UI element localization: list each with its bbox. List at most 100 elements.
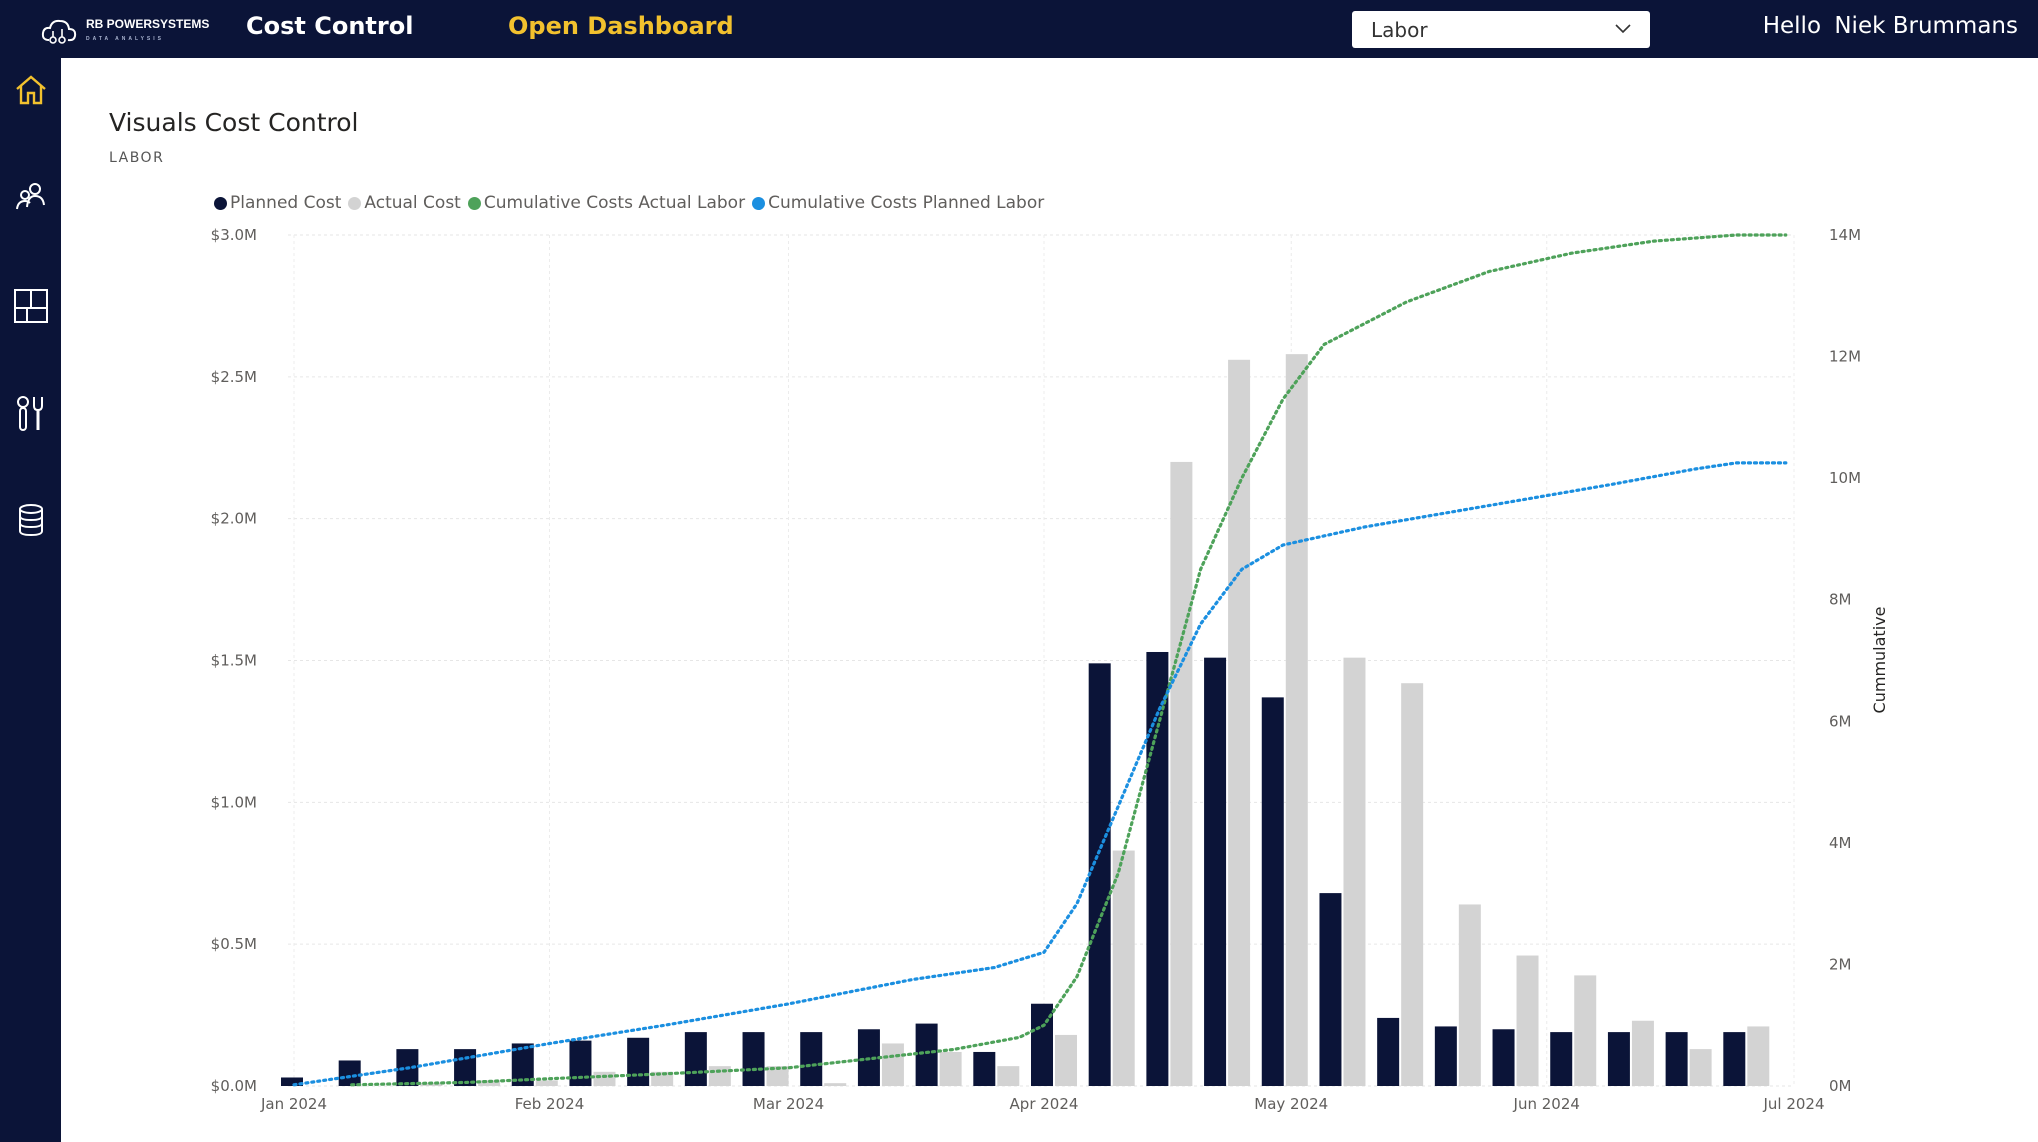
database-icon bbox=[19, 504, 43, 537]
cost-type-dropdown[interactable]: Labor bbox=[1352, 11, 1650, 48]
bar-planned-cost bbox=[1088, 663, 1111, 1086]
line-cumulative-planned bbox=[292, 461, 1788, 1087]
y-tick-label: $0.0M bbox=[211, 1077, 257, 1095]
bar-planned-cost bbox=[454, 1049, 477, 1086]
bar-actual-cost bbox=[881, 1043, 904, 1086]
greeting-text: Hello bbox=[1762, 13, 1822, 39]
y2-tick-label: 4M bbox=[1829, 834, 1852, 852]
bar-planned-cost bbox=[973, 1051, 996, 1086]
legend-marker bbox=[348, 196, 362, 210]
layout-icon bbox=[14, 289, 48, 323]
x-tick-label: May 2024 bbox=[1254, 1095, 1328, 1113]
x-tick-label: Apr 2024 bbox=[1010, 1095, 1079, 1113]
bar-planned-cost bbox=[338, 1060, 361, 1086]
logo-wordmark: RB POWERSYSTEMS DATA ANALYSIS bbox=[86, 18, 209, 45]
line-cumulative-actual bbox=[350, 233, 1788, 1087]
bar-planned-cost bbox=[1550, 1032, 1573, 1086]
tools-icon bbox=[17, 396, 43, 431]
bar-actual-cost bbox=[1631, 1020, 1654, 1086]
nav-tools[interactable] bbox=[13, 395, 49, 431]
bar-actual-cost bbox=[1285, 354, 1308, 1086]
y-tick-label: $1.0M bbox=[211, 793, 257, 811]
legend-item-planned-cost[interactable]: Planned Cost bbox=[214, 193, 341, 213]
bar-planned-cost bbox=[1607, 1032, 1630, 1086]
bar-actual-cost bbox=[593, 1071, 616, 1086]
y2-axis-title: Cummulative bbox=[1870, 607, 1889, 714]
nav-database[interactable] bbox=[13, 502, 49, 538]
bar-planned-cost bbox=[1377, 1017, 1400, 1086]
bar-planned-cost bbox=[800, 1032, 823, 1086]
legend-marker bbox=[752, 196, 766, 210]
bar-planned-cost bbox=[569, 1040, 592, 1086]
legend-item-actual-cost[interactable]: Actual Cost bbox=[348, 193, 461, 213]
bar-actual-cost bbox=[1689, 1049, 1712, 1086]
bar-actual-cost bbox=[1170, 461, 1193, 1086]
x-tick-label: Jan 2024 bbox=[260, 1095, 327, 1113]
open-dashboard-link[interactable]: Open Dashboard bbox=[508, 12, 734, 40]
bar-actual-cost bbox=[478, 1080, 501, 1086]
nav-layout[interactable] bbox=[13, 288, 49, 324]
bar-actual-cost bbox=[1747, 1026, 1770, 1086]
chart-legend: Planned Cost Actual Cost Cumulative Cost… bbox=[214, 193, 1051, 213]
bar-actual-cost bbox=[1112, 850, 1135, 1086]
bar-actual-cost bbox=[1458, 904, 1481, 1086]
y-tick-label: $3.0M bbox=[211, 226, 257, 244]
logo-subtext: DATA ANALYSIS bbox=[86, 35, 164, 42]
page-title: Cost Control bbox=[246, 12, 414, 40]
bar-actual-cost bbox=[708, 1066, 731, 1086]
cloud-logo-icon bbox=[41, 19, 77, 44]
bar-planned-cost bbox=[684, 1032, 707, 1086]
bar-planned-cost bbox=[1434, 1026, 1457, 1086]
x-tick-label: Jul 2024 bbox=[1762, 1095, 1824, 1113]
sidebar-nav bbox=[0, 58, 61, 1142]
bar-planned-cost bbox=[1031, 1003, 1053, 1086]
report-canvas bbox=[61, 58, 2038, 1142]
legend-label: Cumulative Costs Actual Labor bbox=[483, 193, 746, 213]
bar-actual-cost bbox=[997, 1066, 1020, 1086]
legend-marker bbox=[214, 196, 227, 210]
x-tick-label: Feb 2024 bbox=[515, 1095, 585, 1113]
dropdown-value: Labor bbox=[1371, 18, 1428, 42]
bar-actual-cost bbox=[824, 1083, 847, 1086]
y2-tick-label: 14M bbox=[1829, 226, 1861, 244]
y2-tick-label: 2M bbox=[1829, 955, 1852, 973]
y2-tick-label: 8M bbox=[1829, 591, 1852, 609]
chart-subtitle: LABOR bbox=[109, 150, 165, 166]
y2-tick-label: 6M bbox=[1829, 712, 1852, 730]
nav-home[interactable] bbox=[13, 72, 49, 108]
bar-actual-cost bbox=[1574, 975, 1597, 1086]
bar-planned-cost bbox=[1146, 651, 1169, 1086]
x-tick-label: Jun 2024 bbox=[1513, 1095, 1580, 1113]
user-name: Niek Brummans bbox=[1834, 13, 2018, 39]
bar-planned-cost bbox=[1665, 1032, 1688, 1086]
legend-label: Cumulative Costs Planned Labor bbox=[768, 193, 1045, 213]
legend-label: Actual Cost bbox=[364, 193, 461, 213]
y2-tick-label: 0M bbox=[1829, 1077, 1852, 1095]
chevron-down-icon bbox=[1614, 20, 1632, 42]
bar-planned-cost bbox=[1261, 697, 1284, 1086]
bar-planned-cost bbox=[627, 1037, 650, 1086]
y-tick-label: $0.5M bbox=[211, 935, 257, 953]
x-tick-label: Mar 2024 bbox=[753, 1095, 824, 1113]
bar-actual-cost bbox=[939, 1051, 962, 1086]
legend-marker bbox=[467, 196, 481, 210]
chart-title: Visuals Cost Control bbox=[109, 108, 359, 137]
bar-planned-cost bbox=[1492, 1029, 1515, 1086]
y2-tick-label: 12M bbox=[1829, 348, 1861, 366]
y-tick-label: $1.5M bbox=[211, 652, 257, 670]
bar-planned-cost bbox=[742, 1032, 765, 1086]
home-icon bbox=[16, 75, 46, 105]
legend-item-cumulative-planned[interactable]: Cumulative Costs Planned Labor bbox=[752, 193, 1044, 213]
nav-users[interactable] bbox=[13, 178, 49, 214]
top-bar: RB POWERSYSTEMS DATA ANALYSIS Cost Contr… bbox=[0, 0, 2038, 58]
bar-planned-cost bbox=[1319, 893, 1342, 1086]
bar-actual-cost bbox=[1228, 359, 1251, 1086]
bar-actual-cost bbox=[1401, 683, 1424, 1086]
company-logo[interactable]: RB POWERSYSTEMS DATA ANALYSIS bbox=[40, 14, 209, 48]
bar-actual-cost bbox=[766, 1066, 789, 1086]
bar-planned-cost bbox=[511, 1043, 534, 1086]
legend-item-cumulative-actual[interactable]: Cumulative Costs Actual Labor bbox=[467, 193, 746, 213]
bar-planned-cost bbox=[1204, 657, 1227, 1086]
bar-planned-cost bbox=[915, 1023, 938, 1086]
